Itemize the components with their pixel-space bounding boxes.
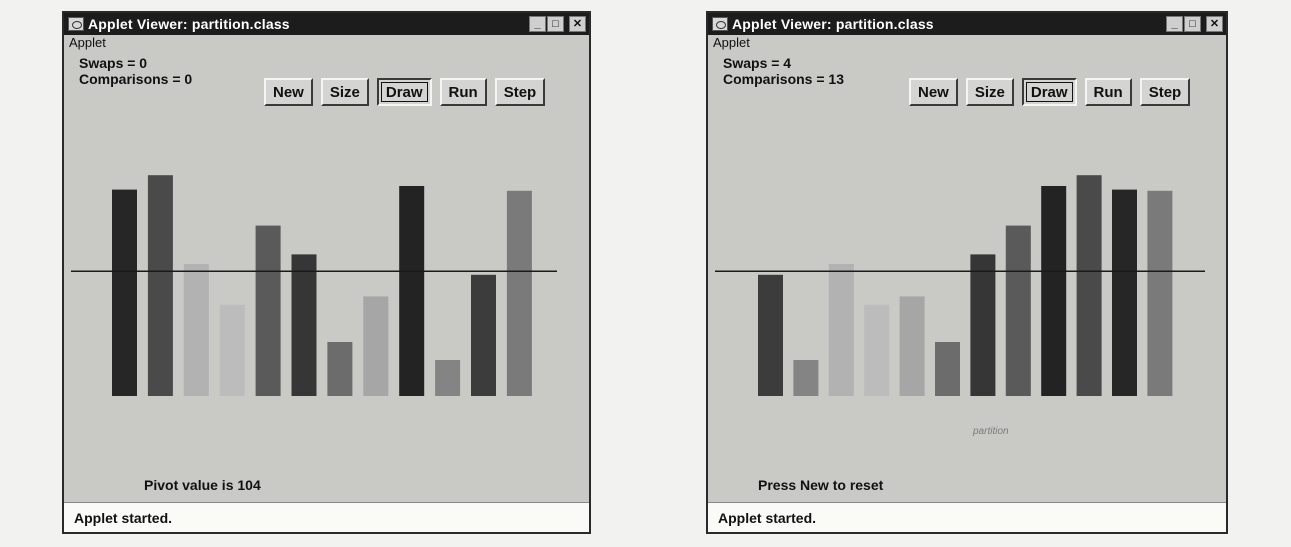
comparisons-counter: Comparisons = 0 [79,71,193,87]
size-button[interactable]: Size [320,78,369,106]
new-button[interactable]: New [909,78,958,106]
maximize-icon[interactable]: □ [1184,16,1201,32]
bar [1005,225,1031,396]
title-bar[interactable]: Applet Viewer: partition.class _ □ ✕ [708,13,1226,35]
java-cup-icon[interactable] [712,17,728,31]
status-bar: Applet started. [708,502,1226,532]
java-cup-icon[interactable] [68,17,84,31]
draw-button[interactable]: Draw [376,78,432,106]
bar [435,360,461,396]
size-button[interactable]: Size [965,78,1014,106]
bar [471,274,496,396]
comparisons-counter: Comparisons = 13 [723,71,844,87]
bar [970,254,996,396]
window-title: Applet Viewer: partition.class [732,16,934,32]
bar [1041,186,1067,396]
status-message: Press New to reset [758,477,884,493]
bar [935,342,960,396]
bar [183,264,209,396]
applet-window-right: Applet Viewer: partition.class _ □ ✕ App… [706,11,1228,534]
bar [255,225,281,396]
bar [219,304,245,396]
new-button[interactable]: New [264,78,313,106]
draw-button[interactable]: Draw [1021,78,1077,106]
status-message: Pivot value is 104 [144,477,261,493]
swaps-counter: Swaps = 4 [723,55,792,71]
minimize-icon[interactable]: _ [529,16,546,32]
bar [1076,175,1102,396]
bar [899,296,925,396]
bar [864,304,890,396]
menu-applet[interactable]: Applet [69,35,106,50]
run-button[interactable]: Run [1084,78,1132,106]
bar [758,274,783,396]
partition-label: partition [973,426,1009,437]
toolbar: New Size Draw Run Step [264,78,546,106]
bar-chart [715,175,1205,396]
bar [828,264,854,396]
bar [1147,190,1173,396]
toolbar: New Size Draw Run Step [909,78,1191,106]
menu-applet[interactable]: Applet [713,35,750,50]
run-button[interactable]: Run [439,78,487,106]
close-icon[interactable]: ✕ [1206,16,1223,32]
stats-panel: Swaps = 4 Comparisons = 13 [723,55,844,87]
stats-panel: Swaps = 0 Comparisons = 0 [79,55,192,87]
bar-chart [71,175,557,396]
minimize-icon[interactable]: _ [1166,16,1183,32]
close-icon[interactable]: ✕ [569,16,586,32]
bar [1112,189,1137,396]
step-button[interactable]: Step [1139,78,1191,106]
status-bar: Applet started. [64,502,589,532]
step-button[interactable]: Step [494,78,546,106]
title-bar[interactable]: Applet Viewer: partition.class _ □ ✕ [64,13,589,35]
bar [399,186,425,396]
bar [363,296,389,396]
bar [112,189,137,396]
window-title: Applet Viewer: partition.class [88,16,290,32]
bar [506,190,532,396]
swaps-counter: Swaps = 0 [79,55,148,71]
bar [291,254,317,396]
maximize-icon[interactable]: □ [547,16,564,32]
bar [793,360,819,396]
bar [147,175,173,396]
applet-window-left: Applet Viewer: partition.class _ □ ✕ App… [62,11,591,534]
bar [327,342,353,396]
